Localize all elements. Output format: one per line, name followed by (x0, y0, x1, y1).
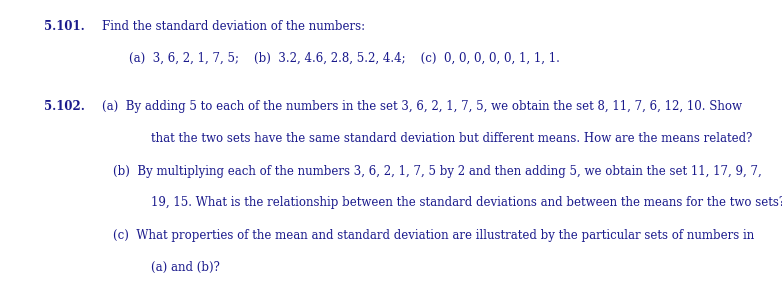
Text: (a)  3, 6, 2, 1, 7, 5;    (b)  3.2, 4.6, 2.8, 5.2, 4.4;    (c)  0, 0, 0, 0, 0, 1: (a) 3, 6, 2, 1, 7, 5; (b) 3.2, 4.6, 2.8,… (129, 51, 560, 64)
Text: 5.102.: 5.102. (44, 100, 84, 113)
Text: (a)  By adding 5 to each of the numbers in the set 3, 6, 2, 1, 7, 5, we obtain t: (a) By adding 5 to each of the numbers i… (102, 100, 742, 113)
Text: (a) and (b)?: (a) and (b)? (151, 261, 220, 274)
Text: that the two sets have the same standard deviation but different means. How are : that the two sets have the same standard… (151, 132, 752, 144)
Text: (b)  By multiplying each of the numbers 3, 6, 2, 1, 7, 5 by 2 and then adding 5,: (b) By multiplying each of the numbers 3… (113, 165, 762, 178)
Text: 5.101.: 5.101. (44, 20, 84, 33)
Text: Find the standard deviation of the numbers:: Find the standard deviation of the numbe… (102, 20, 365, 33)
Text: (c)  What properties of the mean and standard deviation are illustrated by the p: (c) What properties of the mean and stan… (113, 229, 754, 242)
Text: 19, 15. What is the relationship between the standard deviations and between the: 19, 15. What is the relationship between… (151, 196, 782, 209)
